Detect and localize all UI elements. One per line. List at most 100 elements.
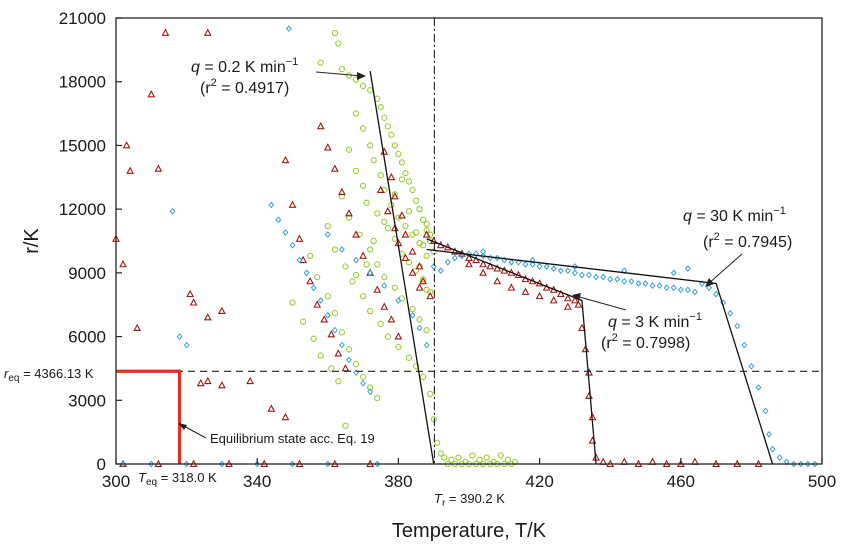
data-point-circle [345, 214, 353, 221]
data-point-diamond [451, 254, 458, 262]
data-point-diamond [218, 460, 225, 468]
data-point-triangle [334, 349, 343, 357]
data-point-triangle [574, 300, 583, 308]
data-point-diamond [331, 326, 338, 334]
data-point-diamond [691, 288, 698, 296]
data-point-circle [398, 159, 406, 166]
data-point-diamond [790, 460, 797, 468]
x-axis-label: Temperature, T/K [392, 520, 547, 542]
data-point-diamond [755, 384, 762, 391]
data-point-circle [419, 242, 427, 249]
data-point-circle [377, 104, 384, 111]
data-point-circle [335, 378, 342, 385]
data-point-circle [352, 167, 360, 175]
data-point-diamond [762, 407, 769, 415]
data-point-diamond [586, 271, 592, 279]
data-point-circle [423, 220, 430, 228]
data-point-circle [423, 252, 430, 260]
data-point-circle [352, 361, 360, 368]
data-point-diamond [374, 460, 381, 468]
data-point-circle [317, 59, 324, 66]
data-point-triangle [320, 315, 329, 323]
data-point-diamond [324, 311, 331, 319]
data-point-circle [359, 293, 367, 300]
data-point-diamond [769, 445, 776, 453]
data-point-diamond [275, 216, 282, 224]
equilibrium-label: Equilibrium state acc. Eq. 19 [210, 431, 375, 446]
data-point-diamond [480, 252, 487, 260]
data-point-triangle [549, 296, 558, 304]
data-point-circle [441, 454, 448, 461]
data-point-triangle [479, 268, 488, 276]
data-point-diamond [550, 265, 557, 272]
data-point-diamond [642, 280, 649, 287]
y-tick-label: 3000 [68, 391, 106, 410]
data-point-triangle [383, 206, 392, 215]
data-point-triangle [288, 200, 297, 208]
data-point-triangle [281, 412, 290, 421]
data-point-circle [328, 365, 335, 372]
y-tick-label: 9000 [68, 264, 106, 283]
plot-frame [115, 17, 823, 465]
data-point-triangle [535, 291, 544, 300]
fit-r2-q30: (r2 = 0.7945) [703, 231, 792, 251]
data-point-diamond [324, 231, 331, 238]
data-point-circle [374, 210, 381, 217]
data-point-triangle [147, 90, 156, 98]
fit-label-q3: q = 3 K min−1 [608, 311, 702, 331]
data-point-diamond [663, 284, 670, 292]
data-point-diamond [169, 207, 176, 215]
data-point-circle [352, 76, 360, 83]
data-point-diamond [600, 273, 607, 281]
data-point-circle [289, 299, 296, 306]
data-point-triangle [133, 323, 142, 332]
data-point-diamond [571, 269, 578, 277]
data-point-triangle [338, 187, 346, 196]
data-point-diamond [766, 430, 773, 438]
data-point-triangle [570, 296, 579, 304]
data-point-triangle [373, 285, 382, 293]
y-tick-label: 0 [97, 455, 106, 474]
data-point-triangle [330, 164, 339, 172]
data-point-diamond [804, 460, 811, 468]
data-point-diamond [346, 356, 352, 364]
data-point-circle [409, 305, 416, 313]
data-point-circle [338, 193, 346, 200]
data-point-circle [476, 456, 483, 463]
data-point-diamond [713, 290, 720, 298]
data-point-triangle [493, 276, 502, 285]
fit-lines [369, 70, 774, 465]
y-tick-label: 12000 [59, 200, 106, 219]
data-point-circle [359, 373, 367, 381]
data-point-circle [359, 82, 367, 90]
data-point-circle [384, 225, 391, 232]
data-point-triangle [521, 287, 530, 295]
data-point-diamond [748, 362, 755, 370]
data-point-diamond [303, 269, 310, 277]
data-point-diamond [811, 460, 818, 468]
data-point-diamond [437, 267, 444, 275]
data-point-diamond [635, 280, 642, 287]
arrowhead-q3 [572, 293, 581, 301]
data-point-diamond [338, 341, 345, 349]
data-point-diamond [367, 388, 374, 396]
data-point-diamond [254, 460, 261, 468]
fit-label-q30: q = 30 K min−1 [683, 205, 786, 225]
data-point-triangle [387, 315, 396, 323]
arrowhead-q30 [705, 278, 714, 287]
x-tick-label: 420 [525, 472, 553, 491]
data-point-triangle [415, 262, 424, 270]
data-point-circle [405, 178, 413, 185]
data-point-circle [419, 276, 427, 283]
data-point-triangle [578, 323, 586, 332]
data-point-circle [412, 229, 420, 236]
fit-label-q02: q = 0.2 K min−1 [191, 56, 298, 76]
data-point-diamond [522, 261, 529, 268]
data-point-triangle [196, 378, 205, 387]
data-point-diamond [776, 454, 783, 461]
data-point-circle [405, 259, 413, 266]
data-point-triangle [380, 302, 389, 310]
data-point-circle [314, 273, 321, 281]
data-point-diamond [480, 248, 487, 255]
data-point-circle [374, 261, 381, 268]
